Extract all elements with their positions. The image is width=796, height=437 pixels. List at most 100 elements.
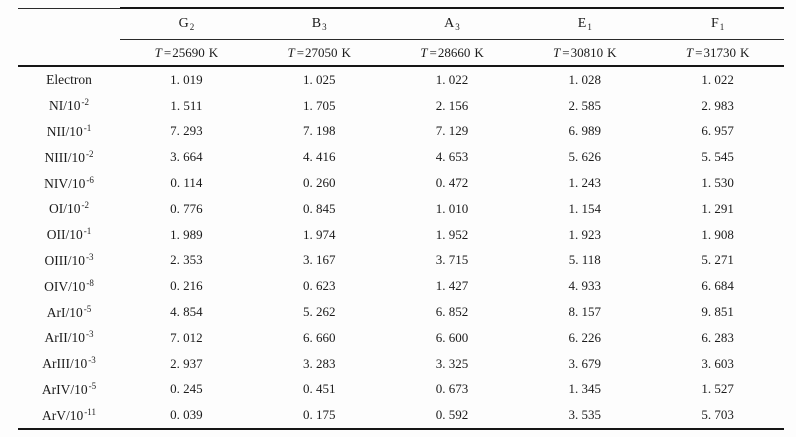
value-cell: 3. 664: [170, 149, 203, 165]
row-label-exponent: -2: [81, 200, 90, 211]
temp-unit: K: [607, 44, 617, 60]
value-cell: 3. 715: [435, 252, 469, 268]
column-subscript: 2: [189, 22, 195, 32]
table-row: Electron 1. 019 1. 025 1. 022 1. 028 1. 022: [18, 66, 784, 93]
table-row: NI/10-2 1. 511 1. 705 2. 156 2. 585 2. 983: [18, 93, 784, 119]
row-label: Electron: [18, 66, 120, 93]
column-letter: B: [311, 16, 322, 31]
row-label-exponent: -8: [86, 277, 94, 288]
value-cell: 1. 019: [170, 71, 203, 87]
row-label-base: ArIII/10: [42, 356, 88, 372]
value-cell: 2. 937: [170, 355, 203, 371]
value-cell: 0. 114: [170, 175, 203, 191]
equals-sign: =: [429, 44, 437, 60]
value-cell: 1. 989: [170, 226, 203, 242]
row-label-base: ArIV/10: [41, 381, 88, 397]
row-label: ArI/10-5: [18, 299, 120, 325]
temp-unit: K: [341, 44, 351, 60]
value-cell: 6. 852: [435, 304, 469, 320]
row-label-exponent: -6: [86, 174, 94, 185]
stub-header-cell-2: [18, 39, 120, 67]
value-cell: 5. 271: [701, 252, 734, 268]
row-label-base: NIII/10: [44, 149, 86, 165]
temp-symbol: T: [553, 44, 561, 60]
temp-symbol: T: [154, 44, 162, 60]
row-label: ArV/10-11: [18, 402, 120, 431]
temp-value: 31730: [703, 44, 736, 60]
row-label-base: OIII/10: [44, 252, 86, 268]
table-row: ArIII/10-3 2. 937 3. 283 3. 325 3. 679 3. 603: [18, 351, 784, 377]
row-label-exponent: -3: [86, 329, 94, 340]
value-cell: 0. 472: [435, 175, 469, 191]
row-label-exponent: -1: [83, 122, 92, 133]
value-cell: 1. 291: [701, 200, 734, 216]
value-cell: 1. 952: [435, 226, 469, 242]
value-cell: 4. 653: [435, 149, 469, 165]
equals-sign: =: [562, 44, 570, 60]
value-cell: 1. 908: [701, 226, 734, 242]
value-cell: 6. 684: [701, 278, 734, 294]
table-row: OIII/10-3 2. 353 3. 167 3. 715 5. 118 5. 271: [18, 248, 784, 274]
value-cell: 1. 527: [701, 381, 734, 397]
value-cell: 2. 353: [170, 252, 203, 268]
row-label: NIV/10-6: [18, 170, 120, 196]
row-label-exponent: -2: [86, 148, 94, 159]
value-cell: 4. 854: [170, 304, 203, 320]
table-row: ArV/10-11 0. 039 0. 175 0. 592 3. 535 5. 703: [18, 402, 784, 431]
value-cell: 1. 025: [302, 71, 336, 87]
value-cell: 4. 933: [568, 278, 602, 294]
value-cell: 5. 626: [568, 149, 602, 165]
value-cell: 0. 623: [302, 278, 336, 294]
row-label: NI/10-2: [18, 93, 120, 119]
value-cell: 3. 535: [518, 402, 652, 431]
table-row: ArIV/10-5 0. 245 0. 451 0. 673 1. 345 1. 527: [18, 377, 784, 403]
value-cell: 4. 416: [302, 149, 336, 165]
row-label-base: ArV/10: [42, 407, 84, 423]
column-header-f1: F1: [651, 7, 784, 40]
row-label-base: ArI/10: [46, 304, 83, 320]
row-label: NIII/10-2: [18, 144, 120, 170]
row-label-base: NII/10: [46, 123, 83, 139]
table-row: OIV/10-8 0. 216 0. 623 1. 427 4. 933 6. 684: [18, 273, 784, 299]
temp-value: 25690: [172, 44, 205, 60]
value-cell: 0. 776: [170, 200, 203, 216]
row-label-exponent: -2: [81, 97, 90, 108]
value-cell: 1. 511: [170, 97, 203, 113]
column-subscript: 1: [719, 22, 725, 32]
temperature-header: T =28660 K: [385, 39, 519, 67]
value-cell: 3. 283: [302, 355, 336, 371]
column-letter: G: [178, 16, 189, 31]
value-cell: 3. 679: [568, 355, 602, 371]
equals-sign: =: [695, 44, 703, 60]
value-cell: 0. 451: [302, 381, 336, 397]
row-label-base: NIV/10: [44, 175, 86, 191]
temp-unit: K: [474, 44, 484, 60]
ion-abundance-table: G2 B3 A3 E1 F1 T =25690 K T =27050 K T =28660…: [18, 7, 784, 431]
group-header-row: G2 B3 A3 E1 F1: [18, 7, 784, 40]
value-cell: 3. 167: [302, 252, 336, 268]
value-cell: 3. 603: [701, 355, 734, 371]
table-row: NII/10-1 7. 293 7. 198 7. 129 6. 989 6. 957: [18, 119, 784, 145]
value-cell: 6. 600: [435, 329, 469, 345]
value-cell: 6. 226: [568, 329, 602, 345]
value-cell: 0. 216: [170, 278, 203, 294]
column-subscript: 3: [322, 22, 327, 32]
row-label: OI/10-2: [18, 196, 120, 222]
value-cell: 6. 989: [568, 123, 602, 139]
row-label: OIII/10-3: [18, 248, 120, 274]
value-cell: 1. 010: [435, 200, 469, 216]
value-cell: 0. 260: [302, 175, 336, 191]
stub-header-cell: [18, 7, 120, 40]
value-cell: 7. 293: [170, 123, 203, 139]
value-cell: 1. 154: [568, 200, 602, 216]
value-cell: 6. 660: [302, 329, 336, 345]
temp-symbol: T: [287, 44, 295, 60]
row-label-exponent: -11: [84, 406, 96, 417]
row-label-exponent: -3: [88, 355, 96, 366]
value-cell: 5. 545: [701, 149, 734, 165]
row-label: NII/10-1: [18, 119, 120, 145]
column-letter: F: [710, 16, 719, 31]
value-cell: 1. 243: [568, 175, 602, 191]
temperature-header-row: T =25690 K T =27050 K T =28660 K T =30810 K T =31…: [18, 39, 784, 67]
